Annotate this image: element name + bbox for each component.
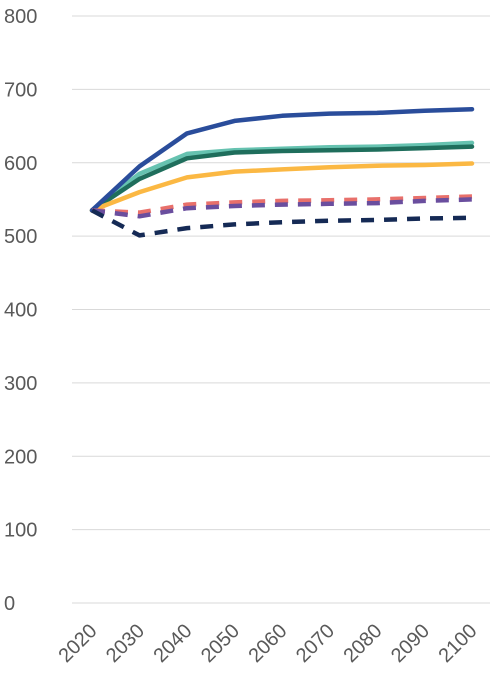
y-tick-label: 500: [4, 226, 37, 248]
gridlines: [72, 15, 490, 604]
series-line-7: [90, 208, 473, 238]
y-tick-label: 200: [4, 446, 37, 468]
x-tick-label: 2050: [197, 620, 244, 667]
x-tick-label: 2080: [340, 620, 387, 667]
x-tick-label: 2060: [245, 620, 292, 667]
series-line-6: [91, 197, 473, 219]
series-line-5: [91, 194, 473, 215]
y-tick-label: 800: [4, 6, 37, 28]
y-tick-label: 300: [4, 373, 37, 395]
x-tick-label: 2090: [387, 620, 434, 667]
y-tick-label: 0: [4, 593, 15, 615]
series-line-3: [89, 161, 475, 213]
x-tick-label: 2040: [150, 620, 197, 667]
y-tick-label: 400: [4, 300, 37, 322]
x-tick-label: 2030: [102, 620, 149, 667]
x-tick-label: 2100: [435, 620, 482, 667]
series-line-2: [89, 144, 475, 213]
series-lines: [89, 106, 475, 238]
x-tick-label: 2070: [292, 620, 339, 667]
y-tick-label: 100: [4, 520, 37, 542]
y-tick-label: 700: [4, 79, 37, 101]
y-tick-label: 600: [4, 153, 37, 175]
y-axis-ticks: 0 100 200 300 400 500 600 700 800: [4, 6, 37, 615]
series-line-4: [89, 106, 475, 213]
x-tick-label: 2020: [55, 620, 102, 667]
x-axis-ticks: 2020 2030 2040 2050 2060 2070 2080 2090 2100: [55, 620, 482, 667]
